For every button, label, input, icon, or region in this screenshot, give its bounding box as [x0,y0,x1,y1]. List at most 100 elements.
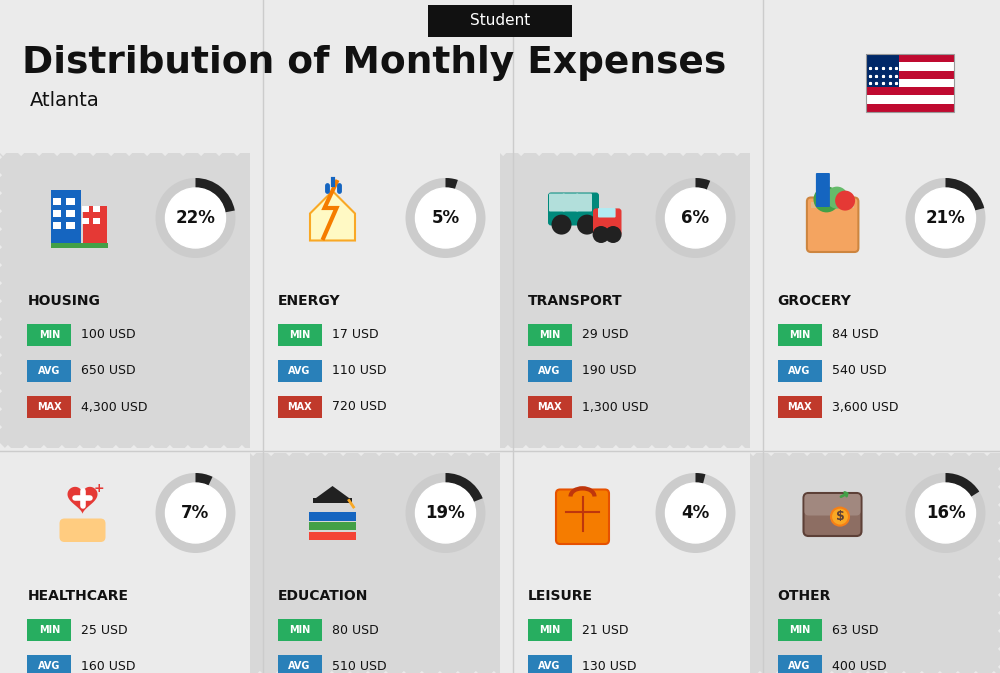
FancyBboxPatch shape [866,63,954,71]
Text: 4,300 USD: 4,300 USD [81,400,148,413]
Circle shape [552,215,572,235]
FancyBboxPatch shape [278,324,322,346]
Text: GROCERY: GROCERY [778,294,851,308]
FancyBboxPatch shape [866,71,954,79]
FancyBboxPatch shape [428,5,572,37]
FancyBboxPatch shape [528,324,572,346]
Wedge shape [906,178,986,258]
Text: $: $ [836,510,844,523]
FancyBboxPatch shape [804,494,860,516]
Text: MIN: MIN [289,625,310,635]
Text: ENERGY: ENERGY [278,294,340,308]
FancyBboxPatch shape [27,655,72,673]
Wedge shape [406,473,486,553]
Text: AVG: AVG [538,366,561,376]
FancyBboxPatch shape [816,173,830,207]
Wedge shape [156,473,236,553]
Text: MAX: MAX [787,402,812,412]
FancyBboxPatch shape [309,512,356,521]
Circle shape [666,188,726,248]
Polygon shape [310,191,355,240]
FancyBboxPatch shape [598,208,616,217]
FancyBboxPatch shape [313,498,352,503]
Wedge shape [156,178,236,258]
FancyBboxPatch shape [51,242,108,248]
Text: MIN: MIN [539,330,560,340]
Text: 510 USD: 510 USD [332,660,386,672]
Text: 19%: 19% [426,504,465,522]
FancyBboxPatch shape [866,54,899,87]
FancyBboxPatch shape [866,79,954,87]
Text: AVG: AVG [38,366,61,376]
FancyBboxPatch shape [528,360,572,382]
FancyBboxPatch shape [866,104,954,112]
Text: 1,300 USD: 1,300 USD [582,400,648,413]
Polygon shape [316,486,349,498]
FancyBboxPatch shape [778,396,822,418]
FancyBboxPatch shape [548,192,599,225]
Circle shape [826,186,848,209]
Text: Distribution of Monthly Expenses: Distribution of Monthly Expenses [22,45,726,81]
Text: 130 USD: 130 USD [582,660,636,672]
Text: +: + [94,483,104,495]
FancyBboxPatch shape [93,217,100,224]
FancyBboxPatch shape [82,217,89,224]
FancyBboxPatch shape [51,190,81,245]
FancyBboxPatch shape [93,205,100,212]
Text: 540 USD: 540 USD [832,365,886,378]
Text: 63 USD: 63 USD [832,623,878,637]
Text: 84 USD: 84 USD [832,328,878,341]
FancyBboxPatch shape [309,532,356,540]
Text: MAX: MAX [537,402,562,412]
Text: AVG: AVG [538,661,561,671]
Text: 22%: 22% [176,209,215,227]
Text: 160 USD: 160 USD [81,660,136,672]
Text: AVG: AVG [288,661,311,671]
FancyBboxPatch shape [778,655,822,673]
Circle shape [813,186,839,213]
Text: 6%: 6% [681,209,710,227]
FancyBboxPatch shape [803,493,861,536]
FancyBboxPatch shape [866,87,954,96]
Wedge shape [446,473,483,502]
FancyBboxPatch shape [66,210,75,217]
Text: 190 USD: 190 USD [582,365,636,378]
FancyBboxPatch shape [866,54,954,63]
FancyBboxPatch shape [778,619,822,641]
FancyBboxPatch shape [53,210,61,217]
Text: AVG: AVG [788,661,811,671]
Text: 650 USD: 650 USD [81,365,136,378]
FancyBboxPatch shape [309,522,356,530]
FancyBboxPatch shape [278,396,322,418]
FancyBboxPatch shape [27,396,72,418]
FancyBboxPatch shape [866,96,954,104]
Circle shape [416,483,476,543]
Circle shape [593,226,610,243]
FancyBboxPatch shape [82,206,106,245]
FancyBboxPatch shape [27,324,72,346]
FancyBboxPatch shape [27,360,72,382]
FancyBboxPatch shape [66,198,75,205]
Text: Student: Student [470,13,530,28]
Polygon shape [68,487,97,514]
FancyBboxPatch shape [778,324,822,346]
Wedge shape [446,178,458,190]
Text: MIN: MIN [539,625,560,635]
FancyBboxPatch shape [53,198,61,205]
FancyBboxPatch shape [60,518,106,542]
Wedge shape [656,473,736,553]
FancyBboxPatch shape [27,619,72,641]
Circle shape [916,188,976,248]
Text: 400 USD: 400 USD [832,660,886,672]
Circle shape [416,188,476,248]
Circle shape [166,188,226,248]
FancyBboxPatch shape [53,222,61,229]
FancyBboxPatch shape [562,194,578,211]
Text: HOUSING: HOUSING [27,294,100,308]
Text: 3,600 USD: 3,600 USD [832,400,898,413]
Text: AVG: AVG [38,661,61,671]
Wedge shape [696,178,710,190]
Text: 5%: 5% [431,209,460,227]
Text: 100 USD: 100 USD [81,328,136,341]
Text: 29 USD: 29 USD [582,328,628,341]
